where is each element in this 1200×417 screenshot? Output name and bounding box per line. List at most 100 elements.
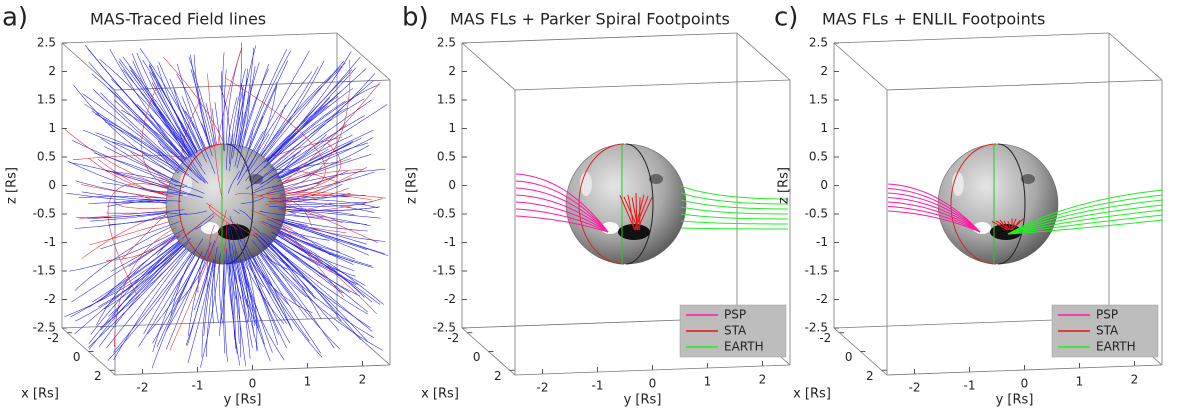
open-field-line	[110, 49, 187, 161]
box-edge	[1109, 33, 1162, 80]
y-tick-label: -1	[592, 379, 604, 393]
z-tick-label: -0.5	[805, 207, 828, 221]
x-tick-label: 2	[94, 369, 102, 383]
open-field-line	[99, 246, 184, 346]
footpoint-line	[681, 207, 788, 214]
z-tick-label: 1.5	[37, 93, 56, 107]
open-field-line	[224, 70, 226, 152]
z-tick-label: -1	[816, 235, 828, 249]
chart-title: MAS FLs + Parker Spiral Footpoints	[450, 10, 730, 29]
open-field-line	[263, 251, 334, 348]
y-tick-label: 2	[759, 373, 767, 387]
x-axis-label: x [Rs]	[793, 387, 831, 402]
box-edge	[337, 318, 390, 365]
z-tick-label: 0	[820, 178, 828, 192]
y-tick-label: -2	[537, 381, 549, 395]
legend-label: PSP	[724, 308, 746, 322]
box-edge	[462, 43, 515, 90]
chart-title: MAS FLs + ENLIL Footpoints	[822, 10, 1045, 29]
box-edge	[737, 33, 790, 80]
z-tick-label: 2	[48, 64, 56, 78]
sun-bright	[201, 222, 219, 234]
z-tick-label: 0.5	[37, 150, 56, 164]
y-tick-label: 2	[1131, 373, 1139, 387]
z-tick-label: -0.5	[33, 207, 56, 221]
open-field-line	[281, 172, 375, 195]
panel-label: b)	[402, 3, 429, 33]
y-tick-label: 0	[249, 377, 257, 391]
open-field-line	[75, 223, 181, 291]
open-field-line	[261, 238, 321, 319]
z-tick-label: 0	[448, 178, 456, 192]
x-tick-label: 2	[866, 369, 874, 383]
z-axis-label: z [Rs]	[777, 167, 792, 204]
legend-label: STA	[724, 324, 747, 338]
z-tick-label: -1.5	[433, 264, 456, 278]
footpoint-line	[681, 221, 788, 224]
z-tick-label: 1	[820, 121, 828, 135]
y-tick-label: 0	[1021, 377, 1029, 391]
panel: c) MAS FLs + ENLIL Footpoints 2.5 2 1.5 1 0.5 0…	[774, 3, 1163, 408]
x-tick-label: -2	[447, 331, 459, 345]
x-tick-label: 0	[473, 350, 481, 364]
z-axis-label: z [Rs]	[405, 167, 420, 204]
y-tick-label: 1	[304, 375, 312, 389]
legend: PSP STA EARTH	[680, 305, 786, 357]
open-field-line	[100, 59, 191, 156]
open-field-line	[100, 245, 185, 330]
box-edge	[62, 33, 337, 43]
legend-label: EARTH	[724, 340, 764, 354]
z-tick-label: 2.5	[37, 36, 56, 50]
open-field-line	[276, 231, 384, 305]
box-edge	[515, 80, 790, 90]
box-edge	[887, 80, 1162, 90]
z-tick-label: 0.5	[437, 150, 456, 164]
x-tick-label: 2	[494, 369, 502, 383]
panel: b) MAS FLs + Parker Spiral Footpoints 2.5 2…	[402, 3, 790, 408]
box-edge	[462, 33, 737, 43]
open-field-line	[101, 222, 180, 249]
z-tick-label: 1	[48, 121, 56, 135]
panel-label: a)	[2, 3, 28, 33]
open-field-line	[200, 254, 220, 368]
panel: a) MAS-Traced Field lines 2.5 2 1.5 1 0.5 0 -0.5…	[2, 3, 390, 408]
y-tick-label: -2	[137, 381, 149, 395]
open-field-line	[191, 69, 212, 148]
z-tick-label: 0	[48, 178, 56, 192]
panel-label: c)	[774, 3, 798, 33]
z-tick-label: -0.5	[433, 207, 456, 221]
legend-label: EARTH	[1096, 340, 1136, 354]
y-tick-label: -2	[909, 381, 921, 395]
open-field-line	[68, 161, 176, 196]
y-tick-label: 0	[649, 377, 657, 391]
z-tick-label: -2	[816, 292, 828, 306]
z-tick-label: -2	[44, 292, 56, 306]
open-field-line	[264, 61, 344, 157]
y-tick-label: -1	[964, 379, 976, 393]
z-tick-label: 2.5	[809, 36, 828, 50]
z-tick-label: 1.5	[809, 93, 828, 107]
footpoint-line	[681, 200, 788, 209]
x-tick-label: 0	[73, 350, 81, 364]
x-axis-label: x [Rs]	[21, 387, 59, 402]
closed-field-line	[98, 159, 174, 197]
closed-field-line	[89, 158, 168, 195]
y-axis-label: y [Rs]	[996, 393, 1034, 408]
open-field-line	[240, 260, 284, 360]
legend-label: PSP	[1096, 308, 1118, 322]
sun	[566, 144, 686, 264]
z-tick-label: 2.5	[437, 36, 456, 50]
z-tick-label: 0.5	[809, 150, 828, 164]
z-tick-label: -1	[444, 235, 456, 249]
y-tick-label: -1	[192, 379, 204, 393]
box-edge	[834, 33, 1109, 43]
y-tick-label: 2	[359, 373, 367, 387]
y-axis-label: y [Rs]	[224, 393, 262, 408]
box-edge	[834, 43, 887, 90]
box-edge	[337, 33, 390, 80]
chart-title: MAS-Traced Field lines	[90, 10, 266, 29]
x-tick-label: -2	[47, 331, 59, 345]
